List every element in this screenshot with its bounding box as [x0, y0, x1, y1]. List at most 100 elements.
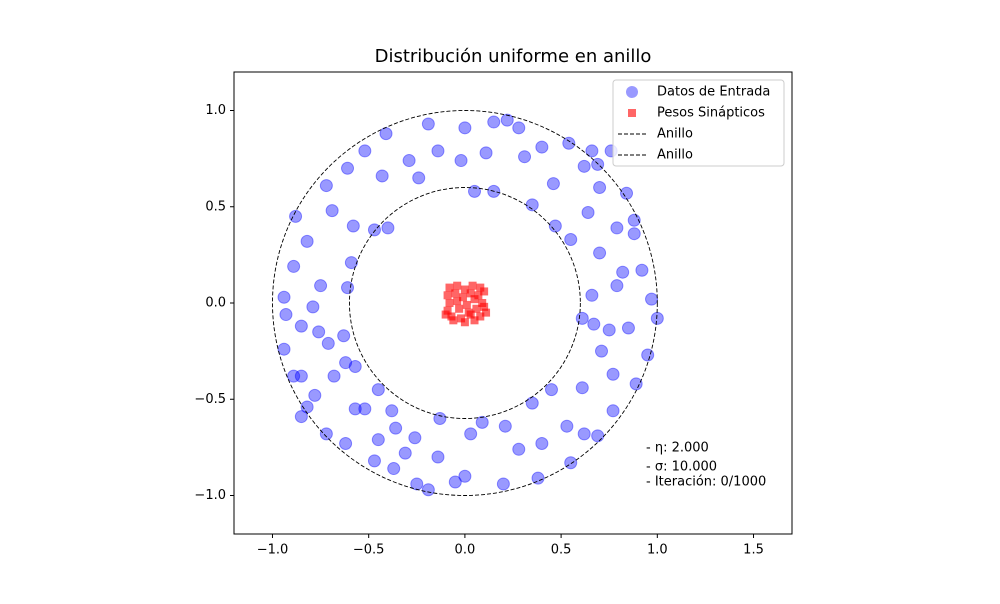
- data-point: [348, 402, 362, 416]
- data-point: [564, 232, 578, 246]
- data-point: [641, 348, 655, 362]
- weight-point: [445, 299, 454, 307]
- data-point: [575, 311, 589, 325]
- data-point: [325, 204, 339, 218]
- data-point: [371, 433, 385, 447]
- data-point: [431, 144, 445, 158]
- data-point: [358, 402, 372, 416]
- x-tick-label: 1.5: [743, 543, 764, 558]
- weight-point: [466, 310, 475, 319]
- data-point: [421, 117, 435, 131]
- data-point: [294, 369, 308, 383]
- data-point: [577, 159, 591, 173]
- data-point: [585, 144, 599, 158]
- legend-label: Datos de Entrada: [657, 85, 770, 100]
- legend-label: Anillo: [657, 148, 693, 163]
- weight-point: [476, 312, 485, 321]
- data-point: [339, 356, 353, 370]
- data-point: [525, 396, 539, 410]
- data-point: [645, 292, 659, 306]
- weight-point: [468, 281, 477, 290]
- data-point: [358, 144, 372, 158]
- x-tick-label: 1.0: [647, 543, 668, 558]
- weight-point: [470, 316, 479, 325]
- data-point: [431, 450, 445, 464]
- legend-marker: [626, 86, 638, 98]
- data-point: [650, 311, 664, 325]
- y-tick-label: 0.0: [205, 296, 226, 311]
- x-tick-label: 0.5: [551, 543, 572, 558]
- data-point: [287, 369, 301, 383]
- weight-point: [445, 283, 454, 292]
- data-point: [496, 477, 510, 491]
- data-point: [575, 381, 589, 395]
- y-tick-label: −1.0: [194, 488, 226, 503]
- x-tick-label: −0.5: [353, 543, 385, 558]
- data-point: [289, 209, 303, 223]
- data-point: [339, 437, 353, 451]
- data-point: [321, 336, 335, 350]
- data-point: [279, 308, 293, 322]
- data-point: [367, 223, 381, 237]
- weight-point: [443, 291, 452, 300]
- legend-marker: [628, 109, 636, 117]
- data-point: [337, 329, 351, 343]
- data-point: [498, 419, 512, 433]
- x-tick-label: −1.0: [257, 543, 289, 558]
- data-point: [546, 177, 560, 191]
- data-point: [375, 169, 389, 183]
- data-point: [581, 206, 595, 220]
- data-point: [629, 377, 643, 391]
- data-point: [319, 427, 333, 441]
- data-point: [341, 281, 355, 295]
- weight-point: [472, 304, 481, 313]
- data-point: [606, 367, 620, 381]
- weight-point: [455, 304, 464, 313]
- weight-point: [460, 285, 469, 294]
- weight-point: [453, 281, 462, 290]
- weight-point: [453, 297, 462, 306]
- legend-label: Anillo: [657, 127, 693, 142]
- data-point: [593, 181, 607, 194]
- data-point: [312, 325, 326, 339]
- y-tick-label: −0.5: [194, 392, 226, 407]
- data-point: [421, 483, 435, 497]
- data-point: [389, 421, 403, 435]
- data-point: [468, 184, 482, 198]
- data-point: [387, 462, 401, 476]
- data-point: [433, 412, 447, 425]
- data-point: [548, 219, 562, 233]
- plot-area: −1.0 −0.5 0.0 0.5 1.0 1.5 −1.0 −0.5 0.0 0.5 1.0 Dat…: [194, 71, 793, 558]
- chart-title: Distribución uniforme en anillo: [375, 46, 652, 67]
- data-point: [341, 161, 355, 175]
- data-point: [300, 234, 314, 248]
- data-point: [577, 427, 591, 441]
- data-point: [591, 429, 605, 443]
- weight-point: [480, 287, 489, 296]
- data-point: [518, 150, 532, 164]
- data-point: [294, 319, 308, 333]
- data-point: [277, 290, 291, 304]
- y-tick-label: 0.5: [205, 199, 226, 214]
- plot-frame: [233, 71, 793, 535]
- weight-point: [470, 295, 479, 304]
- data-point: [602, 323, 616, 337]
- ring: [348, 187, 581, 419]
- x-tick-label: 0.0: [455, 543, 476, 558]
- data-point: [531, 471, 545, 485]
- data-point: [367, 454, 381, 468]
- data-point: [327, 369, 341, 383]
- data-point: [410, 477, 424, 491]
- weight-point: [482, 308, 491, 317]
- weight-point: [460, 318, 469, 327]
- data-point: [606, 404, 620, 418]
- weight-point: [441, 310, 450, 319]
- data-point: [595, 344, 609, 358]
- data-point: [346, 219, 360, 233]
- annotation: - η: 2.000: [646, 441, 709, 456]
- data-point: [585, 288, 599, 302]
- data-point: [512, 121, 526, 135]
- data-point: [560, 419, 574, 433]
